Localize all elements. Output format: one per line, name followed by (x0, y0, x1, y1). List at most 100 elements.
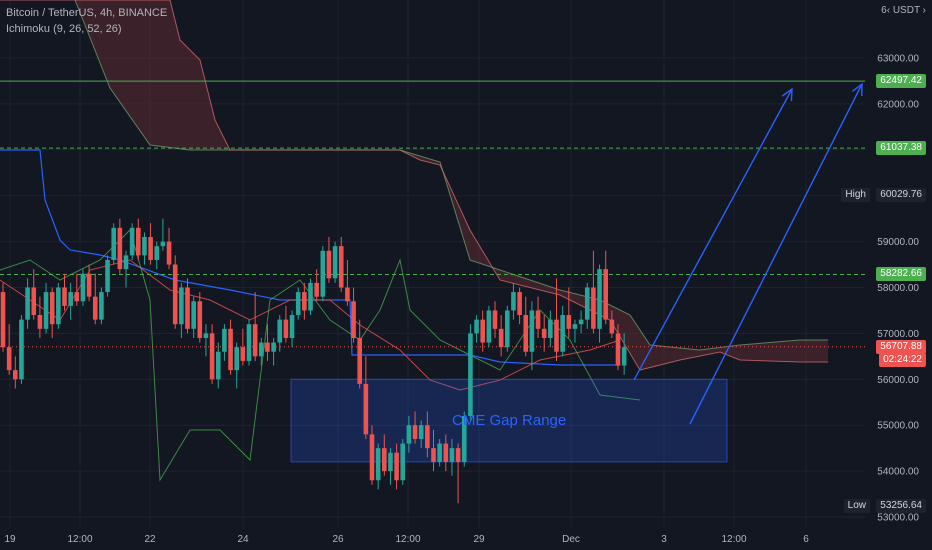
candle (302, 282, 307, 320)
candle-body (154, 246, 160, 260)
candle-body (375, 448, 381, 481)
candle (357, 319, 362, 389)
cloud-area (0, 0, 828, 370)
candle-body (314, 282, 319, 297)
candle (505, 305, 510, 352)
low-price-label: 53256.64 (876, 499, 926, 513)
candle-body (6, 347, 12, 371)
candle (560, 305, 565, 357)
candle-body (406, 425, 412, 444)
candle (215, 342, 221, 389)
candle-body (203, 333, 209, 338)
candle-body (92, 296, 98, 320)
candle-body (308, 282, 313, 311)
candle (498, 315, 504, 357)
candle-body (332, 246, 338, 279)
candle-body (215, 351, 221, 380)
arrow-head (781, 87, 793, 102)
high-price-label: 60029.76 (876, 188, 926, 202)
candle (99, 287, 104, 325)
candle-body (172, 264, 178, 325)
candle-body (505, 310, 510, 348)
level-2-price-label: 61037.38 (876, 141, 926, 155)
cme-gap-annotation[interactable]: CME Gap Range (452, 412, 567, 429)
candle-body (246, 324, 252, 361)
candle-body (388, 452, 393, 472)
currency-label[interactable]: 6‹ USDT › (881, 5, 926, 16)
candle (62, 273, 67, 311)
candle (425, 411, 430, 458)
candle-body (326, 250, 332, 279)
candle-body (302, 292, 307, 311)
candle-body (345, 287, 350, 302)
candle-body (554, 319, 559, 352)
candle (185, 278, 190, 334)
candle-body (492, 310, 498, 329)
candle (394, 443, 399, 490)
candle (154, 241, 160, 270)
candle-body (603, 269, 608, 320)
price-tick-label: 57000.00 (877, 329, 919, 340)
time-tick-label: 29 (473, 534, 485, 545)
candle (369, 425, 375, 485)
symbol-title[interactable]: Bitcoin / TetherUS, 4h, BINANCE (6, 7, 168, 19)
currency-prefix: 6‹ (881, 5, 891, 16)
price-tick-label: 53000.00 (877, 513, 919, 524)
price-tick-label: 55000.00 (877, 421, 919, 432)
candle-body (443, 443, 449, 462)
candle-body (80, 273, 86, 302)
candle-body (240, 347, 246, 361)
candle (222, 324, 227, 361)
candle (13, 356, 18, 389)
candle-body (615, 333, 621, 366)
candle (578, 310, 584, 334)
candle (43, 282, 49, 334)
high-tag: High (841, 188, 870, 202)
chart-legend: Bitcoin / TetherUS, 4h, BINANCE Ichimoku… (6, 5, 167, 37)
candle-body (25, 287, 30, 320)
candle-body (535, 310, 541, 329)
candle-body (517, 292, 522, 316)
time-tick-label: 12:00 (395, 534, 420, 545)
price-tick-label: 58000.00 (877, 283, 919, 294)
candle (480, 310, 485, 352)
price-tick-label: 63000.00 (877, 54, 919, 65)
candle-body (99, 292, 104, 320)
candle-body (265, 342, 270, 352)
candle (191, 296, 196, 338)
candle (142, 232, 147, 265)
candle (308, 278, 313, 316)
candle-body (480, 319, 485, 343)
candle (400, 438, 406, 485)
candle (6, 324, 12, 375)
candle-body (271, 342, 276, 352)
candle-body (400, 443, 406, 481)
candle (271, 337, 276, 366)
time-tick-label: 6 (803, 534, 809, 545)
candle (572, 319, 578, 343)
candle (418, 420, 424, 449)
time-tick-label: 19 (4, 534, 16, 545)
candle (603, 250, 608, 325)
candle (0, 282, 6, 352)
level-3-price-label: 58282.66 (876, 267, 926, 281)
candle (541, 315, 547, 352)
candle (209, 324, 215, 384)
time-tick-label: 12:00 (721, 534, 746, 545)
candle-body (283, 319, 289, 338)
candle-body (13, 370, 18, 380)
candle (529, 301, 535, 371)
candle (511, 282, 516, 320)
candle-body (49, 292, 55, 325)
candle (468, 324, 473, 421)
candle (234, 342, 239, 389)
candle (49, 287, 55, 338)
candle (37, 296, 43, 338)
price-tick-label: 62000.00 (877, 99, 919, 110)
time-tick-label: 24 (237, 534, 249, 545)
candle-body (68, 292, 73, 306)
indicator-title[interactable]: Ichimoku (9, 26, 52, 26) (6, 23, 122, 35)
candle (326, 237, 332, 283)
price-scale: 63000.0062000.0061000.0060000.0059000.00… (877, 54, 919, 524)
